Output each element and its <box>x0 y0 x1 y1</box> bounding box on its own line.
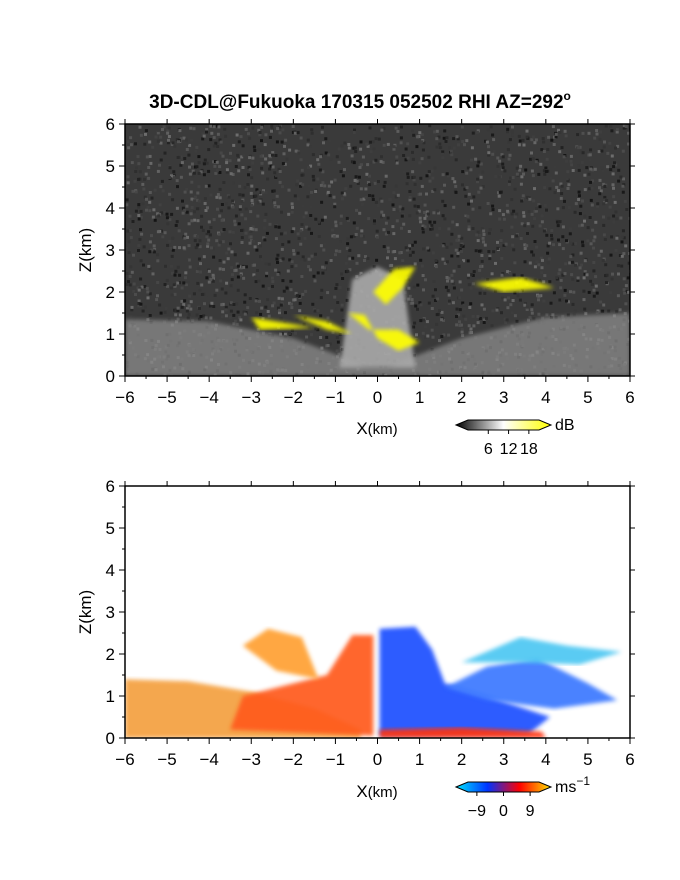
echo-region <box>379 626 550 736</box>
x-tick-label: 1 <box>415 750 424 769</box>
colorbar-bar <box>454 419 553 431</box>
echo-region <box>230 635 374 736</box>
colorbar-bar <box>454 781 553 793</box>
x-tick-label: −4 <box>199 750 218 769</box>
x-axis-label-main: X <box>356 782 367 801</box>
data-regions <box>125 266 630 376</box>
x-tick-label: 0 <box>373 750 382 769</box>
y-tick-label: 5 <box>106 157 115 176</box>
x-tick-label: 2 <box>457 750 466 769</box>
y-tick-label: 0 <box>106 729 115 748</box>
x-tick-label: −3 <box>242 750 261 769</box>
x-axis-label-unit: (km) <box>368 421 398 438</box>
colorbar-tick-label: 6 <box>484 441 493 458</box>
x-tick-label: 3 <box>499 750 508 769</box>
x-tick-label: 3 <box>499 388 508 407</box>
y-tick-label: 1 <box>106 325 115 344</box>
x-axis-label: X(km) <box>356 419 397 438</box>
colorbar-unit: dB <box>555 417 575 434</box>
x-tick-label: −6 <box>115 750 134 769</box>
echo-region <box>379 727 546 738</box>
colorbar-tick-label: −9 <box>468 803 486 820</box>
noise-texture <box>125 124 630 376</box>
y-tick-label: 4 <box>106 199 115 218</box>
figure-title: 3D-CDL@Fukuoka 170315 052502 RHI AZ=292o <box>149 89 571 113</box>
y-tick-label: 3 <box>106 241 115 260</box>
x-tick-label: −5 <box>157 750 176 769</box>
echo-region <box>444 658 618 709</box>
x-tick-label: 1 <box>415 388 424 407</box>
y-tick-label: 3 <box>106 603 115 622</box>
x-tick-label: 0 <box>373 388 382 407</box>
x-tick-label: −4 <box>199 388 218 407</box>
colorbar: −9 0 9 ms−1 <box>454 774 590 820</box>
colorbar-unit: ms−1 <box>555 774 590 796</box>
x-axis-label: X(km) <box>356 782 397 801</box>
y-tick-label: 2 <box>106 645 115 664</box>
title-degree-mark: o <box>564 89 571 103</box>
data-regions <box>125 626 622 738</box>
x-tick-label: 6 <box>625 750 634 769</box>
y-tick-label: 2 <box>106 283 115 302</box>
colorbar-unit-main: ms <box>555 779 576 796</box>
echo-region <box>474 277 555 292</box>
x-tick-label: −5 <box>157 388 176 407</box>
y-tick-label: 0 <box>106 367 115 386</box>
x-tick-label: 2 <box>457 388 466 407</box>
echo-region <box>242 628 319 680</box>
echo-region <box>461 637 622 665</box>
x-tick-label: 4 <box>541 750 550 769</box>
x-tick-label: 5 <box>583 388 592 407</box>
colorbar: 6 12 18 dB <box>454 417 575 458</box>
velocity-panel: −6 −5 −4 −3 −2 −1 0 1 2 3 4 5 6 0 1 2 3 4 5 6 X(km) Z(km) −9 0 9… <box>76 477 635 820</box>
x-tick-label: −1 <box>326 750 345 769</box>
x-tick-label: −6 <box>115 388 134 407</box>
y-tick-label: 6 <box>106 115 115 134</box>
y-tick-label: 6 <box>106 477 115 496</box>
y-axis-label: Z(km) <box>76 590 95 634</box>
colorbar-unit-main: dB <box>555 417 575 434</box>
echo-region <box>293 315 353 334</box>
x-tick-label: 5 <box>583 750 592 769</box>
y-tick-label: 1 <box>106 687 115 706</box>
echo-region <box>348 313 420 351</box>
x-tick-label: −2 <box>284 388 303 407</box>
x-tick-label: −1 <box>326 388 345 407</box>
x-tick-label: 6 <box>625 388 634 407</box>
echo-region <box>125 313 630 376</box>
x-axis-label-main: X <box>356 419 367 438</box>
colorbar-tick-label: 0 <box>499 803 508 820</box>
title-text: 3D-CDL@Fukuoka 170315 052502 RHI AZ=292 <box>149 92 563 113</box>
y-tick-label: 4 <box>106 561 115 580</box>
y-axis-label: Z(km) <box>76 228 95 272</box>
x-tick-label: −3 <box>242 388 261 407</box>
echo-region <box>373 266 416 305</box>
y-tick-label: 5 <box>106 519 115 538</box>
colorbar-tick-label: 18 <box>520 441 538 458</box>
x-tick-label: 4 <box>541 388 550 407</box>
x-axis-label-unit: (km) <box>368 784 398 801</box>
colorbar-unit-exponent: −1 <box>576 774 590 788</box>
echo-region <box>251 317 315 330</box>
colorbar-tick-label: 9 <box>526 803 535 820</box>
x-tick-label: −2 <box>284 750 303 769</box>
colorbar-tick-label: 12 <box>500 441 518 458</box>
